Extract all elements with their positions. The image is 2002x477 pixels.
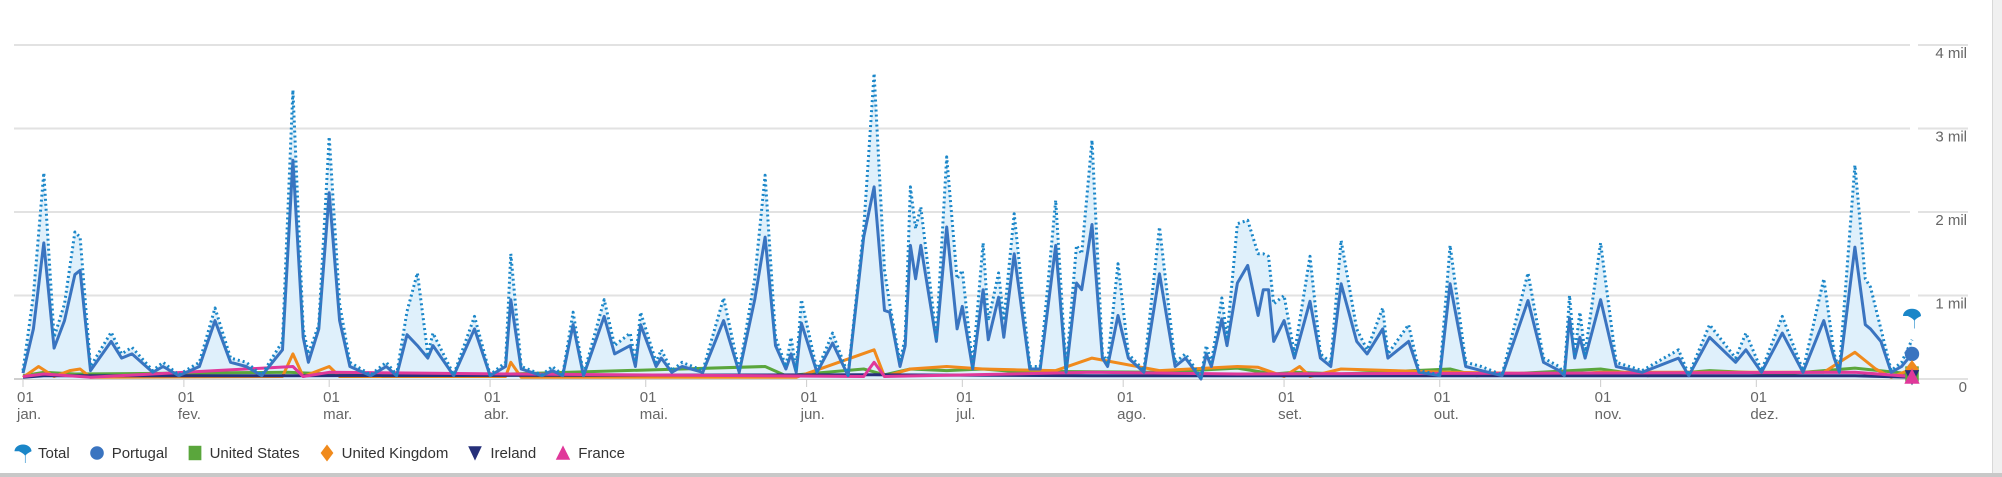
series-lines	[21, 71, 1914, 381]
circle-icon	[89, 446, 104, 460]
x-tick-day: 01	[178, 389, 195, 406]
legend-item-united-states[interactable]: United States	[186, 443, 300, 463]
legend-item-ireland[interactable]: Ireland	[466, 443, 536, 463]
end-markers	[1903, 308, 1921, 386]
x-tick-month: set.	[1278, 406, 1302, 423]
legend-item-france[interactable]: France	[554, 443, 625, 463]
pin-marker-icon	[1903, 308, 1921, 329]
y-tick-label: 3 mil	[1935, 129, 1967, 146]
series-line-ireland	[22, 373, 1913, 379]
x-tick-month: dez.	[1750, 406, 1778, 423]
x-tick-day: 01	[17, 389, 34, 406]
series-line-portugal	[21, 158, 1914, 381]
panel-border-right	[1992, 0, 2002, 477]
x-tick-day: 01	[956, 389, 973, 406]
x-tick-month: mar.	[323, 406, 352, 423]
x-tick-day: 01	[801, 389, 818, 406]
x-tick-day: 01	[1278, 389, 1295, 406]
triangle-down-icon	[468, 446, 483, 461]
x-tick-month: fev.	[178, 406, 201, 423]
legend-item-total[interactable]: Total	[14, 443, 70, 463]
legend-item-united-kingdom[interactable]: United Kingdom	[318, 443, 449, 463]
x-tick-month: jun.	[800, 406, 825, 423]
x-tick-day: 01	[1117, 389, 1134, 406]
square-icon	[188, 445, 201, 461]
y-axis-labels: 0 1 mil 2 mil 3 mil 4 mil	[1935, 45, 1967, 396]
x-tick-day: 01	[640, 389, 657, 406]
x-tick-month: jul.	[955, 406, 975, 423]
legend-item-portugal[interactable]: Portugal	[88, 443, 168, 463]
x-tick-month: out.	[1434, 406, 1459, 423]
panel-border-bottom	[0, 473, 2002, 477]
x-tick-day: 01	[1595, 389, 1612, 406]
circle-marker-icon	[1904, 346, 1920, 362]
legend-label: Portugal	[111, 444, 168, 462]
legend: Total Portugal United States United Kingdom…	[14, 443, 625, 463]
x-tick-day: 01	[1434, 389, 1451, 406]
x-tick-month: ago.	[1117, 406, 1146, 423]
legend-label: United Kingdom	[341, 444, 449, 462]
series-line-total	[21, 71, 1914, 379]
y-tick-label: 2 mil	[1935, 212, 1967, 229]
series-line-france	[22, 360, 1913, 379]
x-tick-day: 01	[1750, 389, 1767, 406]
pin-icon	[14, 444, 32, 463]
x-tick-day: 01	[484, 389, 501, 406]
x-tick-month: jan.	[16, 406, 41, 423]
x-tick-month: abr.	[484, 406, 509, 423]
x-tick-month: mai.	[640, 406, 668, 423]
diamond-icon	[320, 444, 333, 462]
triangle-up-icon	[556, 445, 571, 460]
y-tick-label: 4 mil	[1935, 45, 1967, 62]
x-tick-day: 01	[323, 389, 340, 406]
triangle-up-marker-icon	[1904, 368, 1920, 384]
legend-label: Total	[38, 444, 70, 462]
y-tick-label: 0	[1959, 379, 1967, 396]
legend-label: Ireland	[490, 444, 537, 462]
x-tick-month: nov.	[1595, 406, 1622, 423]
legend-label: France	[578, 444, 625, 462]
y-tick-label: 1 mil	[1935, 296, 1967, 313]
legend-label: United States	[209, 444, 300, 462]
x-axis: 01jan.01fev.01mar.01abr.01mai.01jun.01ju…	[16, 379, 1779, 423]
